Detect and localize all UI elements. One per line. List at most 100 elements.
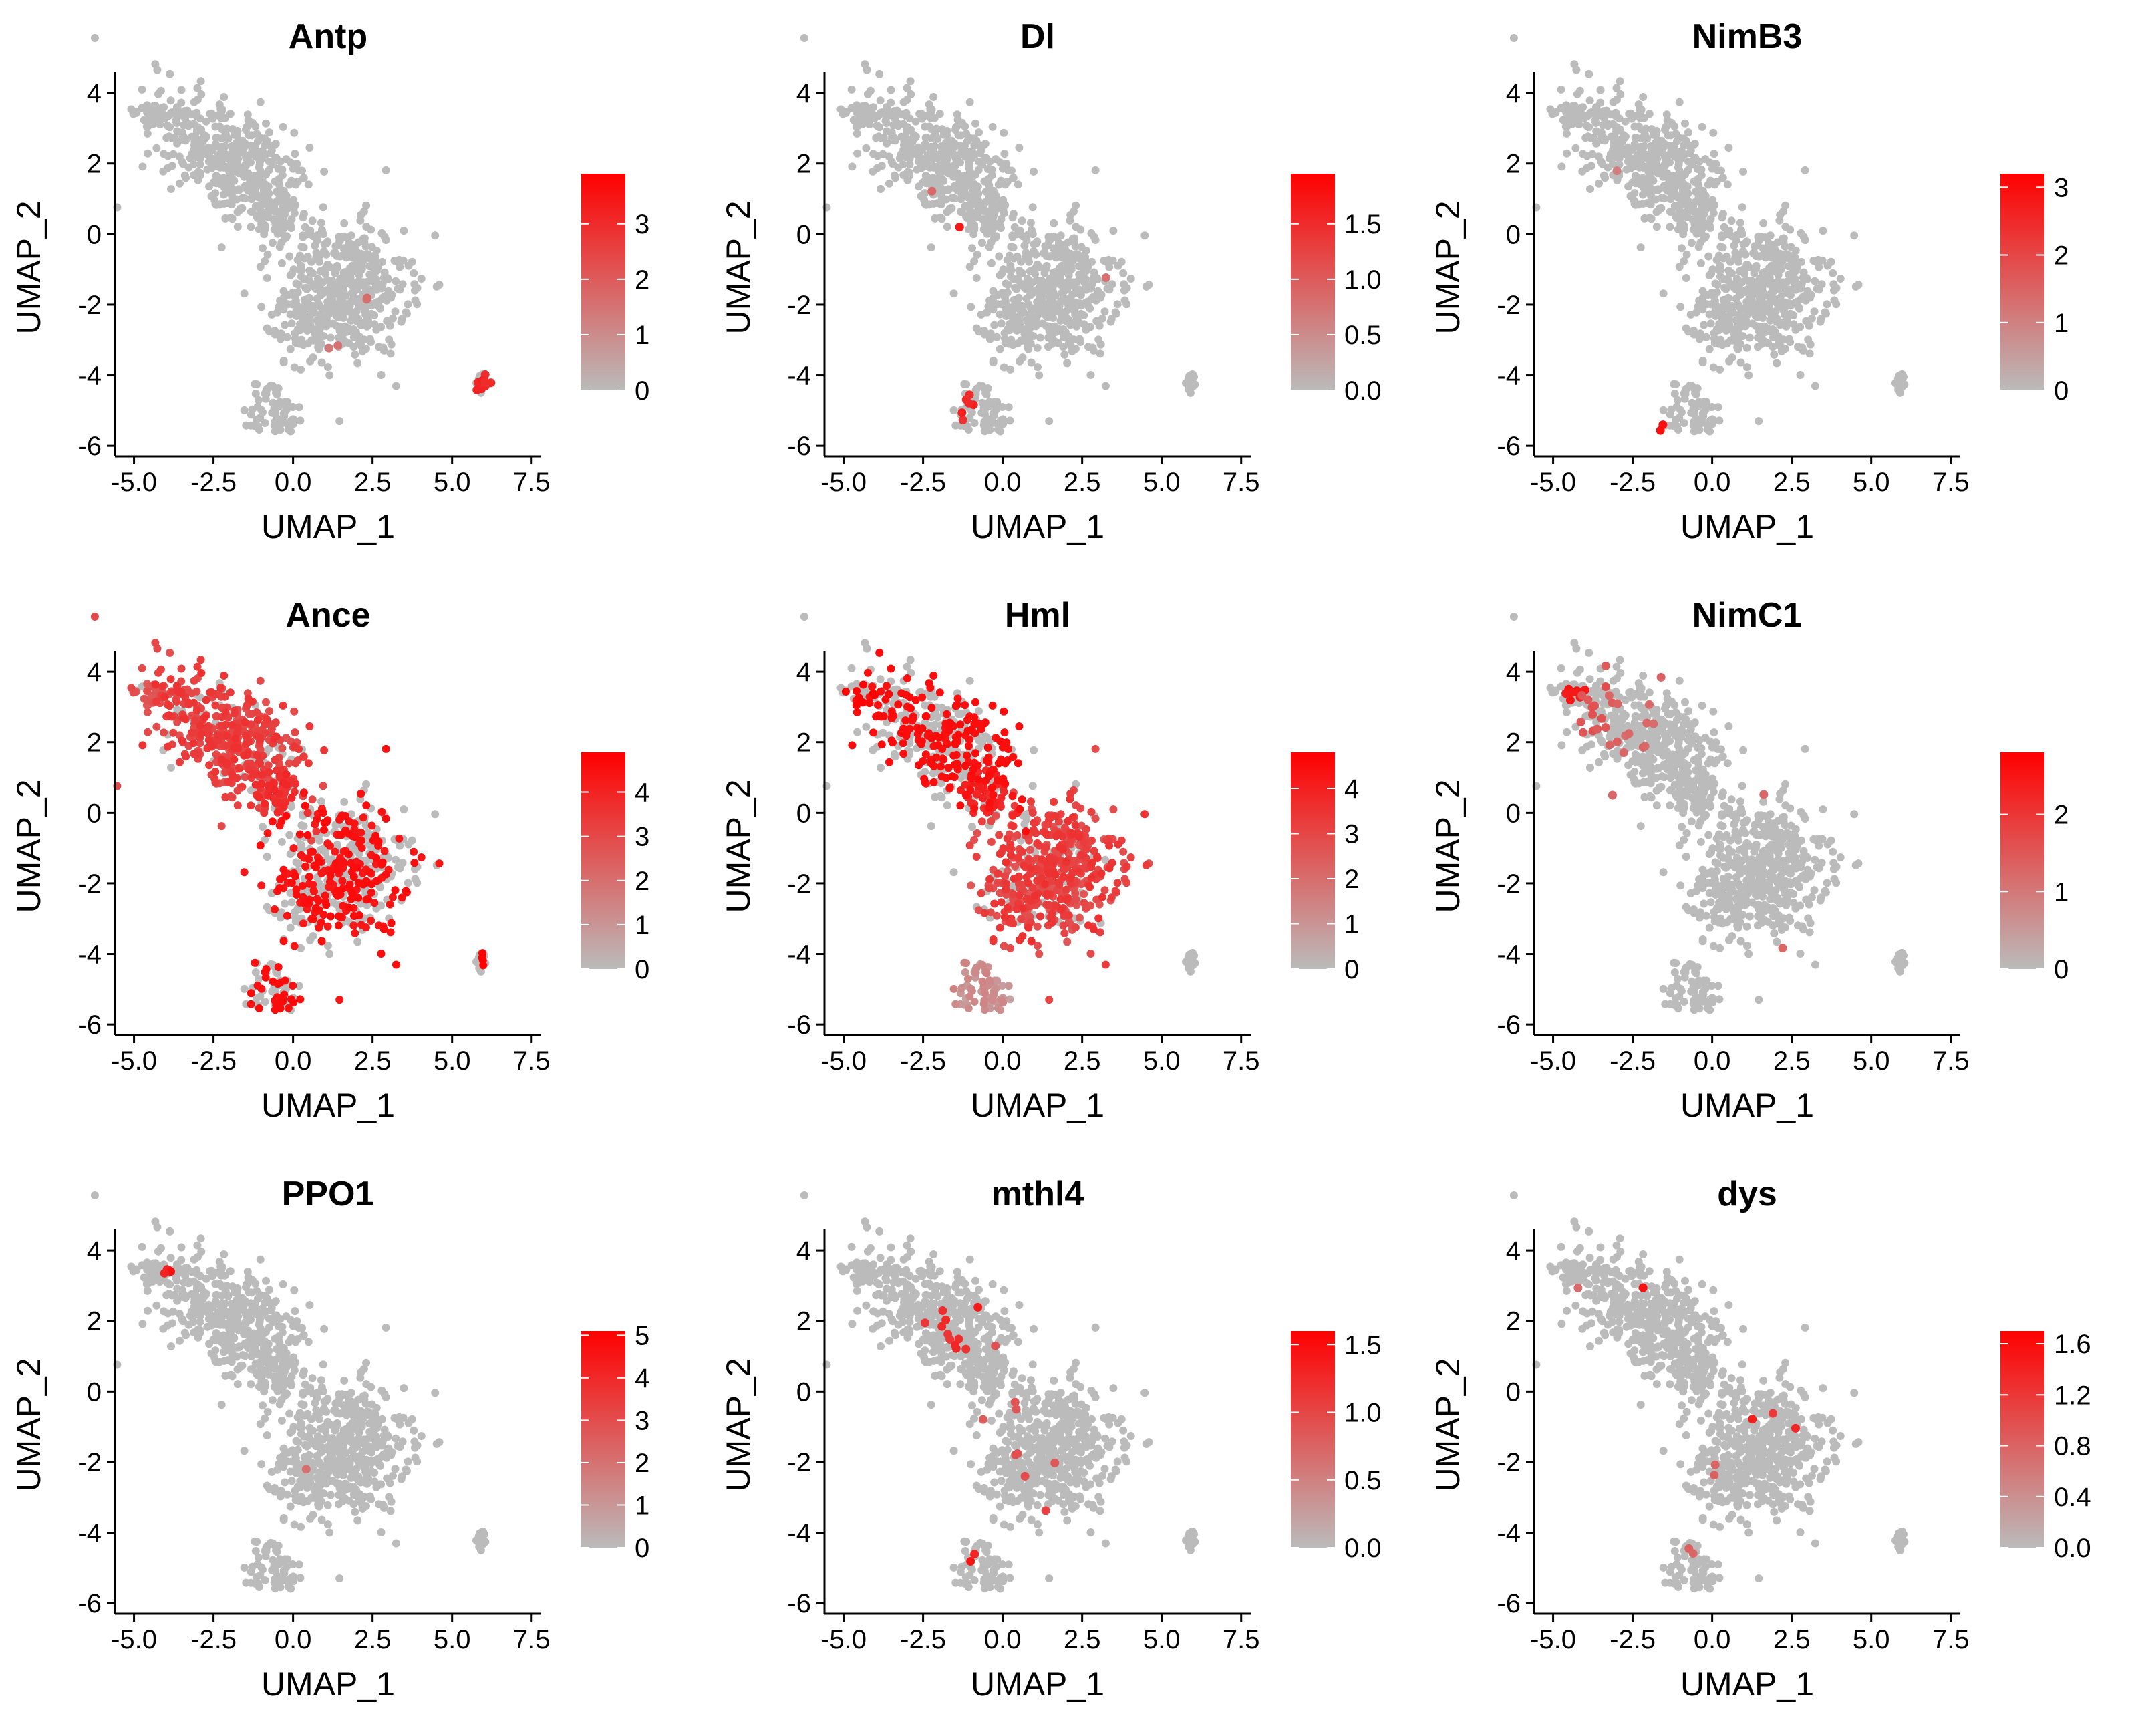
cell-point (1585, 69, 1593, 78)
cell-point (391, 886, 400, 895)
cell-point (276, 1004, 285, 1013)
cell-point (1827, 257, 1835, 266)
cell-point (289, 420, 298, 428)
cell-point (265, 189, 273, 198)
cell-point (263, 853, 271, 861)
cell-point (1059, 343, 1068, 351)
cell-point (287, 158, 295, 167)
cell-point (1000, 363, 1008, 372)
cell-point (1674, 179, 1682, 188)
cell-point (1728, 269, 1736, 277)
cell-point (291, 180, 300, 189)
cell-point (192, 108, 201, 117)
cell-point (1562, 129, 1571, 138)
cell-point (1735, 334, 1744, 342)
cell-point (1785, 335, 1793, 343)
cell-point (955, 151, 963, 159)
cell-point (271, 719, 279, 728)
cell-point (329, 898, 337, 907)
cell-point (196, 154, 204, 163)
cell-point (1690, 418, 1698, 426)
cell-point (800, 613, 808, 621)
cell-point (1005, 326, 1014, 335)
cell-point (1571, 144, 1580, 152)
cell-point (189, 160, 198, 169)
cell-point (1803, 275, 1811, 283)
cell-point (197, 669, 206, 677)
cell-point (200, 714, 208, 722)
cell-point (1801, 166, 1809, 174)
cell-point (143, 708, 152, 716)
cell-point (1785, 289, 1793, 298)
cell-point (270, 734, 279, 743)
cell-point (1692, 390, 1700, 399)
cell-point (1774, 339, 1783, 347)
cell-point (271, 140, 280, 148)
cell-point (960, 380, 969, 388)
cell-point (918, 158, 927, 167)
cell-point (300, 295, 309, 304)
legend-label: 1.5 (1344, 210, 1382, 239)
cell-point (248, 697, 257, 706)
cell-point (166, 69, 174, 78)
plot-title: Hml (1005, 596, 1070, 635)
cell-point (1066, 253, 1075, 261)
cell-point (365, 270, 374, 279)
x-tick-label: 2.5 (1773, 468, 1811, 497)
cell-point (1122, 284, 1131, 293)
cell-point (937, 793, 946, 802)
cell-point (282, 233, 291, 241)
cell-point (1762, 233, 1771, 242)
cell-point (365, 868, 374, 877)
cell-point (1819, 227, 1827, 235)
y-tick-label: -6 (78, 1010, 102, 1040)
cell-point (1747, 295, 1756, 303)
cell-point (156, 86, 165, 95)
cell-point (309, 325, 317, 334)
cell-point (979, 734, 988, 743)
cell-point (1646, 184, 1654, 192)
cell-point (1787, 243, 1795, 251)
cell-point (238, 782, 247, 791)
cell-point (323, 922, 332, 931)
cell-point (255, 179, 263, 188)
cell-point (281, 210, 289, 219)
cell-point (217, 822, 226, 831)
cell-point (1674, 154, 1682, 162)
cell-point (869, 110, 877, 119)
cell-point (1009, 210, 1018, 219)
y-tick-label: 4 (87, 658, 102, 687)
cell-point (967, 303, 975, 311)
cell-point (1600, 171, 1608, 180)
cell-point (349, 343, 358, 351)
cell-point (214, 731, 222, 740)
cell-point (1006, 261, 1015, 270)
cell-point (289, 403, 297, 411)
cell-point (221, 792, 230, 801)
cell-point (254, 422, 263, 430)
cell-point (1748, 319, 1757, 328)
cell-point (317, 918, 325, 927)
cell-point (156, 120, 164, 129)
cell-point (143, 129, 152, 138)
cell-point (1094, 335, 1103, 344)
cell-point (375, 343, 383, 351)
cell-point (1107, 315, 1116, 323)
cell-point (1739, 247, 1747, 255)
cell-point (367, 243, 376, 251)
cell-point (237, 166, 246, 174)
cell-point (883, 127, 891, 136)
cell-point (1718, 231, 1726, 240)
cell-point (340, 219, 349, 227)
plot-svg: Ance-5.0 -2.5 0.0 2.5 5.0 7.5-6-4-2024UMAP_1U… (10, 596, 649, 1124)
cell-point (167, 109, 176, 118)
cell-point (310, 887, 318, 895)
cell-point (144, 728, 152, 736)
cell-point (272, 220, 281, 229)
cell-point (1108, 280, 1116, 289)
cell-point (197, 90, 206, 98)
cell-point (347, 316, 355, 325)
cell-point (273, 229, 282, 238)
cell-point (351, 833, 359, 841)
cell-point (143, 101, 152, 110)
